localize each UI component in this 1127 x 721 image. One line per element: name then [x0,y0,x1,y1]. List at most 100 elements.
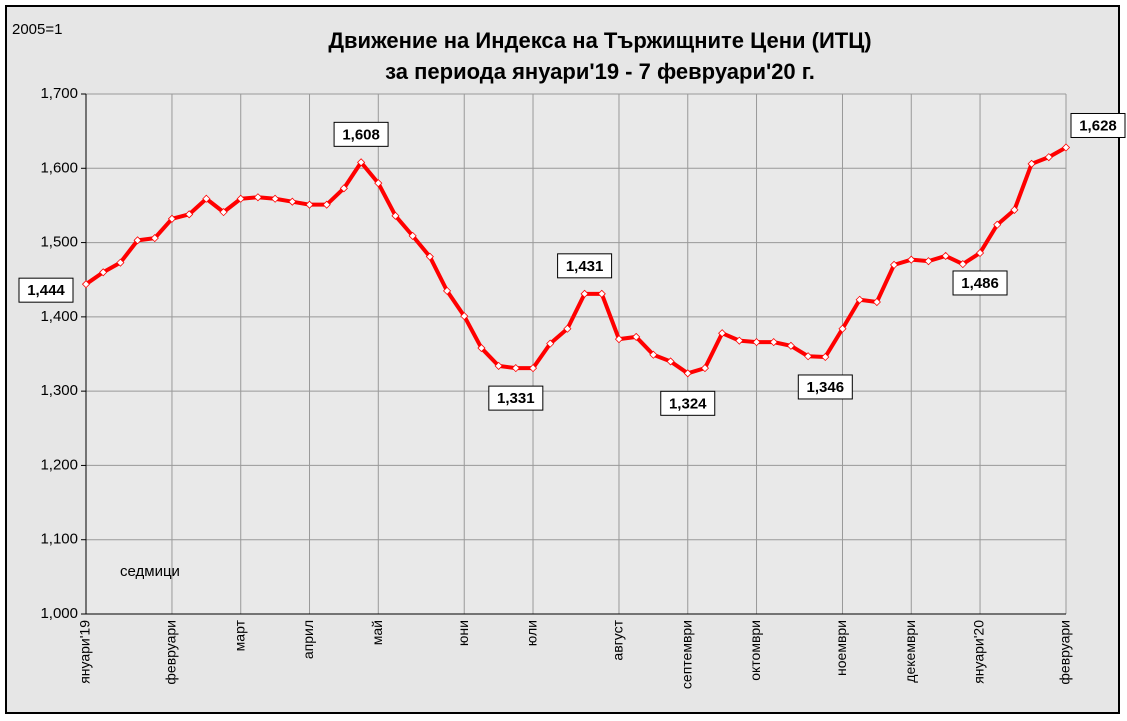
value-label-box [797,374,853,400]
point [821,352,830,362]
point [167,214,177,223]
point [1027,159,1036,168]
point [408,231,417,240]
point [890,260,899,269]
point [958,260,967,269]
x-tick-label: август [610,619,626,660]
x-tick-label: март [231,619,247,651]
point [700,364,710,373]
axis-note: седмици [120,563,180,580]
point [460,312,469,321]
x-tick-label: януари'20 [971,620,987,684]
point [563,324,572,333]
x-tick-label: януари'19 [77,620,93,684]
point [374,179,383,188]
point [116,258,125,267]
unit-note: 2005=1 [12,21,62,38]
point [357,158,366,167]
point [649,350,658,359]
point [597,289,606,298]
value-label: 1,444 [27,282,65,299]
point [528,364,538,373]
point [666,357,675,366]
point [305,200,314,209]
value-label: 1,486 [961,275,999,292]
point [718,329,727,338]
chart-title: Движение на Индекса на Тържищните Цени (… [328,28,871,53]
point [1044,153,1053,162]
plot-area [86,94,1066,614]
point [752,338,761,347]
x-tick-label: април [300,620,316,659]
point [632,332,641,341]
point [185,210,194,219]
point [99,268,108,277]
chart-subtitle: за периода януари'19 - 7 февруари'20 г. [385,59,815,84]
y-tick-label: 1,600 [40,159,78,176]
value-label-box [952,270,1008,296]
point [804,352,813,361]
y-tick-label: 1,700 [40,85,78,102]
y-tick-label: 1,100 [40,531,78,548]
value-label: 1,431 [566,258,604,275]
x-tick-label: септември [678,620,694,689]
point [546,339,555,348]
point [907,255,916,264]
point [683,369,692,378]
point [271,194,280,203]
point [425,252,434,261]
value-label-box [557,253,613,279]
point [511,364,520,373]
x-tick-label: юли [524,620,540,646]
x-tick-label: февруари [1057,620,1073,685]
point [838,324,847,333]
value-label-box [488,385,544,411]
y-tick-label: 1,200 [40,456,78,473]
point [202,194,211,203]
value-label-box [333,121,389,147]
point [855,295,864,304]
y-tick-label: 1,000 [40,605,78,622]
value-label: 1,346 [807,379,845,396]
value-label-box [18,277,74,303]
x-tick-label: октомври [747,620,763,681]
y-tick-label: 1,300 [40,382,78,399]
point [133,236,142,245]
value-label: 1,608 [342,126,380,143]
point [236,194,245,203]
value-label: 1,331 [497,390,535,407]
value-label-box [1070,112,1126,138]
point [872,297,881,307]
y-tick-label: 1,400 [40,308,78,325]
x-tick-label: декември [902,620,918,683]
point [477,343,486,353]
value-label-box [660,390,716,416]
point [391,211,400,220]
point [150,234,159,243]
value-label: 1,324 [669,395,707,412]
point [288,197,297,206]
point [786,341,795,350]
point [769,338,778,347]
point [580,289,589,298]
line-series [84,145,1067,376]
point [219,208,228,217]
point [339,184,348,193]
point [941,251,950,261]
point [735,336,744,345]
point [253,193,262,202]
x-tick-label: ноември [833,620,849,676]
point [1010,205,1019,214]
x-tick-label: май [369,620,385,645]
point [975,248,985,258]
point [494,361,503,370]
value-label: 1,628 [1079,117,1117,134]
point [442,286,452,295]
point [81,280,91,289]
point [322,200,331,209]
x-tick-label: юни [455,620,471,646]
y-tick-label: 1,500 [40,234,78,251]
point [1061,143,1071,152]
point [614,335,624,344]
